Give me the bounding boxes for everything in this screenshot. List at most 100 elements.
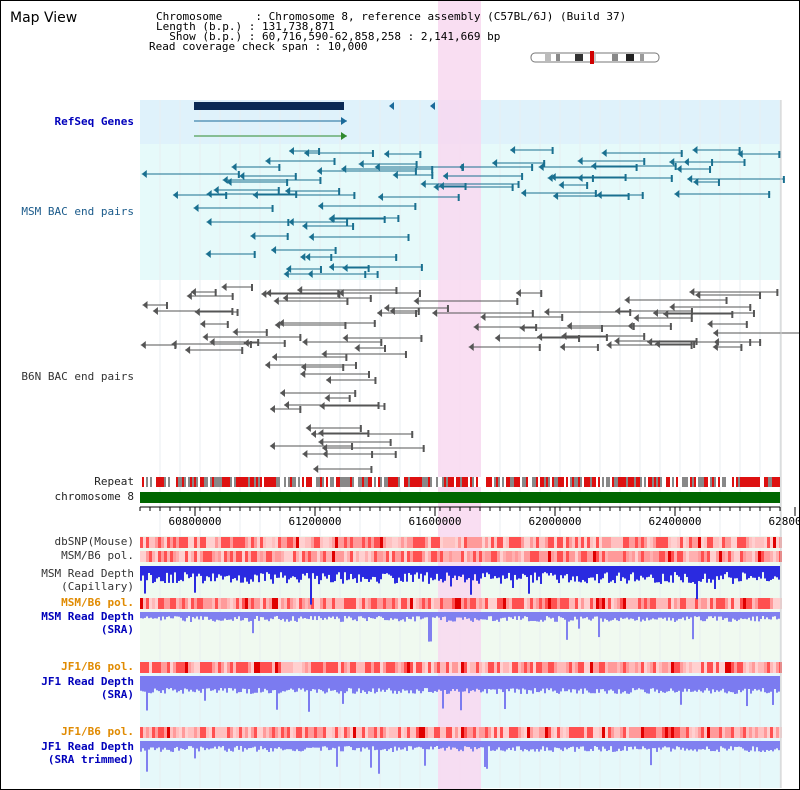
read-depth-bar [488,566,490,575]
repeat-segment [282,477,284,487]
read-depth-bar [386,566,388,574]
highlight-region[interactable] [438,0,481,790]
track-label-jf1-b6-pol-trim[interactable]: JF1/B6 pol. [61,725,134,738]
polymorphism-cell [485,537,488,548]
read-depth-bar [186,612,188,618]
polymorphism-cell [452,727,455,738]
polymorphism-cell [635,598,638,609]
read-depth-bar [230,676,232,689]
polymorphism-cell [518,551,521,562]
read-depth-bar [690,741,692,750]
read-depth-bar [176,566,178,583]
read-depth-bar [712,741,714,752]
read-depth-bar [304,741,306,750]
repeat-segment [630,477,632,487]
read-depth-bar [400,612,402,621]
track-label-jf1-b6-pol[interactable]: JF1/B6 pol. [61,660,134,673]
b6n-bac-pair-end-icon [209,338,215,346]
read-depth-bar [442,566,444,583]
polymorphism-cell [638,551,641,562]
read-depth-bar [144,741,146,751]
repeat-segment [770,477,772,487]
read-depth-bar [756,676,758,691]
read-depth-bar [690,566,692,583]
track-label-repeat[interactable]: Repeat [94,475,134,488]
track-label-msm-depth-capillary[interactable]: MSM Read Depth [41,567,134,580]
polymorphism-cell [416,537,419,548]
polymorphism-cell [188,598,191,609]
read-depth-bar [404,566,406,574]
read-depth-bar [474,612,476,619]
polymorphism-cell [488,598,491,609]
polymorphism-cell [218,598,221,609]
read-depth-bar [580,676,582,689]
read-depth-bar [314,741,316,748]
read-depth-bar [212,741,214,749]
repeat-segment [246,477,248,487]
polymorphism-cell [608,727,611,738]
read-depth-bar [148,676,150,693]
track-label-msm-b6-pol-sra[interactable]: MSM/B6 pol. [61,596,134,609]
read-depth-bar [162,741,164,750]
track-label-msm-depth-sra[interactable]: MSM Read Depth [41,610,134,623]
refseq-gene-block[interactable] [194,102,344,110]
read-depth-bar [590,741,592,750]
read-depth-bar [204,566,206,581]
msm-bac-pair-tick [333,158,336,165]
repeat-segment [158,477,160,487]
polymorphism-cell [743,727,746,738]
read-depth-bar [378,566,380,584]
polymorphism-cell [575,662,578,673]
read-depth-bar [278,741,280,748]
polymorphism-cell [479,537,482,548]
read-depth-bar [596,612,598,617]
polymorphism-cell [272,598,275,609]
msm-bac-pair-tick [338,188,341,195]
polymorphism-cell [431,727,434,738]
repeat-segment [366,477,368,487]
read-depth-bar [616,566,618,576]
read-depth-bar [462,741,464,752]
read-depth-bar [648,676,650,694]
read-depth-bar [370,676,372,692]
track-label-msm-bac[interactable]: MSM BAC end pairs [21,205,134,218]
read-depth-bar [226,612,228,620]
read-depth-bar [740,741,742,748]
track-label-jf1-depth-sra[interactable]: JF1 Read Depth [41,675,134,688]
polymorphism-cell [431,598,434,609]
b6n-bac-pair-end-icon [342,334,348,342]
read-depth-bar [696,566,698,600]
read-depth-bar [148,741,150,750]
read-depth-bar [318,612,320,617]
chromosome-bar[interactable] [140,492,780,503]
read-depth-bar [296,566,298,580]
b6n-bac-pair-tick [367,430,370,437]
track-label-refseq[interactable]: RefSeq Genes [54,115,134,128]
read-depth-bar [288,676,290,690]
repeat-segment [550,477,552,487]
track-label-chromosome[interactable]: chromosome 8 [54,490,134,503]
track-label-dbsnp[interactable]: dbSNP(Mouse) [54,535,134,548]
polymorphism-cell [473,662,476,673]
read-depth-bar [374,566,376,578]
msm-bac-pair-tick [407,234,410,241]
polymorphism-cell [272,727,275,738]
track-label-msm-b6-pol[interactable]: MSM/B6 pol. [61,549,134,562]
polymorphism-cell [617,537,620,548]
polymorphism-cell [314,727,317,738]
read-depth-bar [528,741,530,752]
read-depth-bar [256,612,258,617]
polymorphism-cell [533,537,536,548]
read-depth-bar [398,741,400,748]
polymorphism-cell [656,598,659,609]
polymorphism-cell [326,598,329,609]
track-label-jf1-depth-trim[interactable]: JF1 Read Depth [41,740,134,753]
track-label-b6n-bac[interactable]: B6N BAC end pairs [21,370,134,383]
read-depth-bar [168,566,170,583]
repeat-segment [348,477,350,487]
polymorphism-cell [209,537,212,548]
read-depth-bar [240,741,242,747]
polymorphism-cell [707,662,710,673]
read-depth-bar [510,566,512,581]
